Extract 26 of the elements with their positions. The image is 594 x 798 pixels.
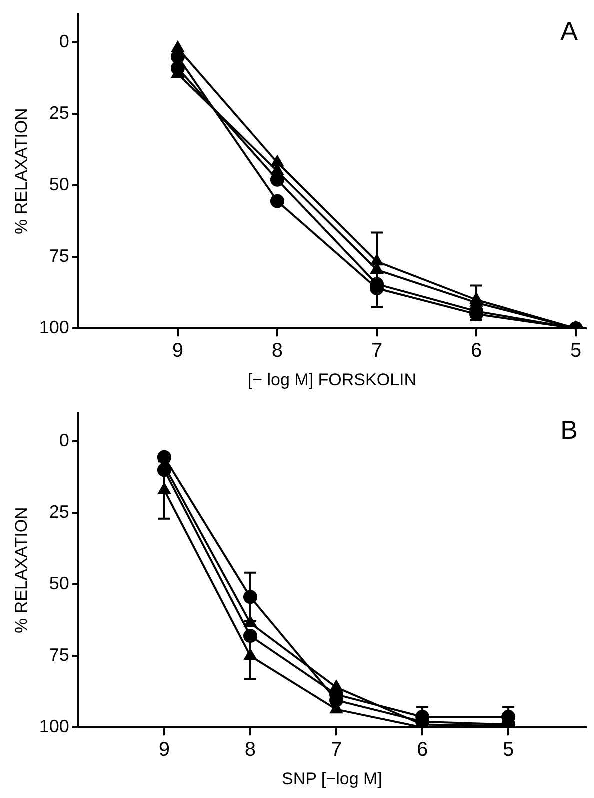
y-tick-label: 25 <box>49 103 70 124</box>
x-tick-label: 5 <box>503 739 514 762</box>
y-axis-title: % RELAXATION <box>12 507 31 634</box>
x-tick-label: 9 <box>172 340 184 362</box>
x-axis-title: SNP [−log M] <box>282 769 382 788</box>
x-tick-label: 8 <box>272 340 284 362</box>
y-axis-title: % RELAXATION <box>12 108 31 234</box>
x-axis-title: [− log M] FORSKOLIN <box>248 370 417 390</box>
chart-title: A <box>560 16 579 46</box>
y-tick-label: 75 <box>49 246 70 266</box>
x-tick-label: 7 <box>330 739 342 762</box>
y-tick-label: 0 <box>59 32 70 52</box>
x-tick-label: 5 <box>570 340 582 362</box>
y-tick-label: 100 <box>39 716 70 737</box>
y-tick-label: 100 <box>39 318 70 338</box>
x-tick-label: 6 <box>470 340 482 362</box>
x-tick-label: 8 <box>244 739 256 762</box>
y-tick-label: 0 <box>59 430 70 451</box>
x-tick-label: 7 <box>371 340 383 362</box>
chart-title: B <box>560 415 578 446</box>
x-tick-label: 9 <box>158 739 170 762</box>
y-tick-label: 50 <box>49 574 70 594</box>
y-tick-label: 50 <box>49 174 70 195</box>
y-tick-label: 25 <box>49 502 70 522</box>
y-tick-label: 75 <box>49 645 70 666</box>
x-tick-label: 6 <box>416 739 428 762</box>
